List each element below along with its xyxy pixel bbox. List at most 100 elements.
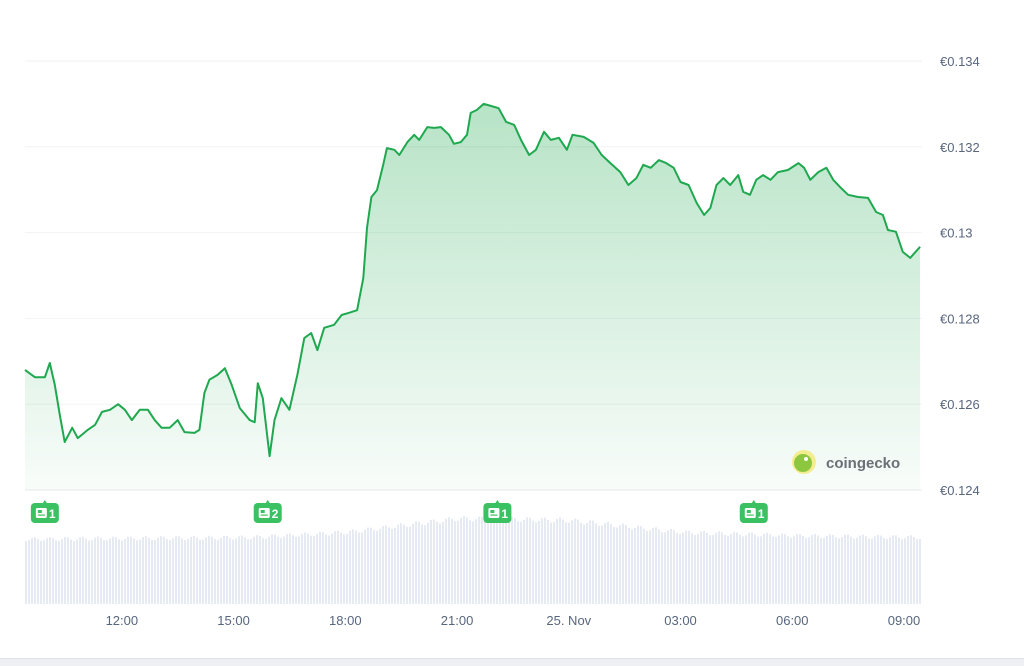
volume-bar bbox=[802, 535, 804, 604]
volume-bar bbox=[253, 536, 255, 604]
volume-bar bbox=[151, 539, 153, 604]
volume-bar bbox=[109, 538, 111, 604]
volume-bar bbox=[340, 532, 342, 604]
volume-bar bbox=[145, 536, 147, 604]
volume-bar bbox=[610, 524, 612, 604]
volume-bar bbox=[262, 538, 264, 604]
volume-bar bbox=[508, 518, 510, 604]
volume-bar bbox=[793, 536, 795, 604]
volume-bar bbox=[85, 538, 87, 604]
volume-bar bbox=[823, 537, 825, 604]
volume-bar bbox=[427, 522, 429, 604]
volume-bar bbox=[889, 537, 891, 604]
news-marker[interactable]: 1 bbox=[30, 500, 59, 523]
volume-bar bbox=[898, 537, 900, 604]
volume-bar bbox=[733, 531, 735, 604]
volume-bar bbox=[700, 531, 702, 604]
volume-bar bbox=[352, 529, 354, 604]
y-axis: €0.134 €0.132 €0.13 €0.128 €0.126 €0.124 bbox=[940, 54, 980, 498]
volume-bar bbox=[676, 533, 678, 604]
volume-bar bbox=[739, 534, 741, 604]
volume-bar bbox=[355, 530, 357, 604]
volume-bar bbox=[745, 535, 747, 604]
volume-bar bbox=[478, 516, 480, 604]
volume-bar bbox=[571, 520, 573, 604]
news-marker[interactable]: 1 bbox=[739, 500, 768, 523]
volume-bar bbox=[448, 517, 450, 604]
volume-bar bbox=[349, 530, 351, 604]
volume-bar bbox=[343, 534, 345, 604]
volume-bar bbox=[421, 524, 423, 604]
volume-bar bbox=[766, 532, 768, 604]
volume-bar bbox=[40, 540, 42, 604]
volume-bar bbox=[280, 537, 282, 604]
volume-bar bbox=[727, 535, 729, 604]
volume-bar bbox=[226, 535, 228, 604]
volume-bar bbox=[499, 519, 501, 604]
volume-bar bbox=[649, 530, 651, 604]
volume-bar bbox=[658, 529, 660, 604]
volume-bar bbox=[316, 533, 318, 604]
volume-bar bbox=[127, 536, 129, 604]
volume-bar bbox=[688, 530, 690, 604]
volume-bar bbox=[172, 538, 174, 604]
volume-bar bbox=[826, 535, 828, 604]
volume-bar bbox=[742, 536, 744, 604]
news-markers: 1 2 1 1 bbox=[30, 500, 768, 523]
volume-bar bbox=[781, 533, 783, 604]
volume-bar bbox=[868, 538, 870, 604]
volume-bar bbox=[547, 520, 549, 604]
volume-bar bbox=[883, 538, 885, 604]
volume-bar bbox=[832, 534, 834, 604]
volume-bar bbox=[535, 522, 537, 604]
volume-bar bbox=[880, 535, 882, 604]
volume-bar bbox=[94, 537, 96, 604]
news-marker[interactable]: 1 bbox=[483, 500, 512, 523]
volume-bar bbox=[469, 520, 471, 604]
volume-bar bbox=[895, 535, 897, 604]
volume-bar bbox=[346, 533, 348, 604]
news-badge-pointer bbox=[265, 500, 270, 503]
volume-bar bbox=[400, 523, 402, 604]
volume-bar bbox=[454, 521, 456, 604]
volume-bar bbox=[859, 535, 861, 604]
volume-bar bbox=[133, 538, 135, 604]
news-marker[interactable]: 2 bbox=[253, 500, 282, 523]
volume-bar bbox=[406, 526, 408, 604]
volume-bar bbox=[214, 538, 216, 604]
volume-bar bbox=[670, 528, 672, 604]
volume-bar bbox=[310, 535, 312, 604]
news-count: 1 bbox=[501, 507, 508, 521]
volume-bar bbox=[790, 537, 792, 604]
volume-bar bbox=[652, 527, 654, 604]
volume-bar bbox=[229, 538, 231, 604]
volume-bar bbox=[442, 521, 444, 604]
volume-bar bbox=[748, 532, 750, 604]
volume-bar bbox=[142, 537, 144, 604]
y-tick-label: €0.13 bbox=[940, 226, 973, 241]
volume-bar bbox=[769, 534, 771, 604]
volume-bar bbox=[238, 536, 240, 604]
volume-bar bbox=[640, 525, 642, 604]
volume-bar bbox=[394, 527, 396, 604]
volume-bar bbox=[217, 539, 219, 604]
volume-bar bbox=[154, 539, 156, 604]
volume-bar bbox=[397, 524, 399, 604]
volume-bar bbox=[514, 518, 516, 604]
volume-bar bbox=[88, 540, 90, 604]
volume-bar bbox=[625, 524, 627, 604]
volume-bar bbox=[646, 530, 648, 604]
volume-bar bbox=[211, 536, 213, 604]
volume-bar bbox=[319, 531, 321, 604]
volume-bar bbox=[31, 537, 33, 604]
volume-bar bbox=[850, 536, 852, 604]
volume-bar bbox=[607, 521, 609, 604]
volume-bar bbox=[505, 521, 507, 604]
volume-bar bbox=[112, 536, 114, 604]
volume-bar bbox=[712, 534, 714, 604]
volume-bar bbox=[673, 530, 675, 604]
y-tick-label: €0.124 bbox=[940, 483, 980, 498]
volume-bar bbox=[64, 536, 66, 604]
volume-bar bbox=[580, 522, 582, 604]
